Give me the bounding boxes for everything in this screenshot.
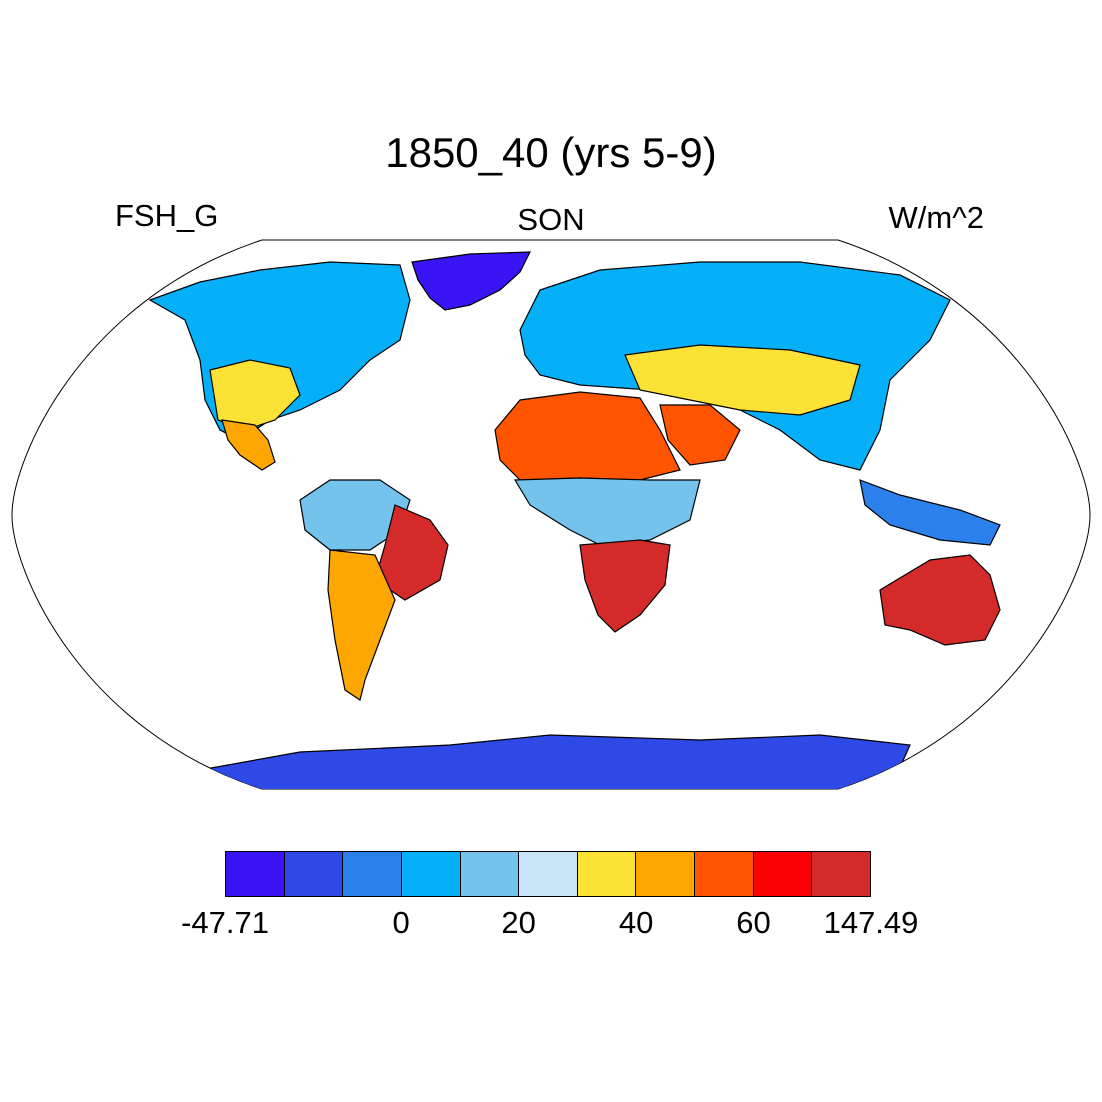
units-label: W/m^2	[888, 200, 984, 235]
variable-label: FSH_G	[115, 198, 219, 233]
colorbar-swatch	[226, 852, 285, 896]
region-mexico	[221, 419, 276, 471]
colorbar-tick-label: 147.49	[823, 905, 919, 940]
region-southern-africa	[579, 539, 671, 633]
season-label: SON	[517, 202, 585, 237]
colorbar	[225, 851, 871, 897]
colorbar-swatch	[284, 852, 344, 896]
colorbar-tick-label: 40	[618, 905, 654, 940]
colorbar-tick-label: -47.71	[181, 905, 269, 940]
colorbar-tick-label: 20	[501, 905, 536, 940]
colorbar-swatch	[636, 852, 696, 896]
region-argentina	[327, 549, 396, 701]
colorbar-swatch	[343, 852, 402, 896]
region-arabia	[659, 404, 741, 466]
colorbar-swatch	[753, 852, 813, 896]
colorbar-swatch	[519, 852, 578, 896]
region-antarctica	[199, 734, 911, 789]
region-greenland	[411, 251, 531, 311]
colorbar-swatch	[695, 852, 754, 896]
region-sahara	[494, 391, 681, 481]
region-central-africa	[513, 477, 701, 546]
map-title: 1850_40 (yrs 5-9)	[385, 129, 717, 176]
colorbar-swatch	[401, 852, 461, 896]
region-central-asia	[624, 344, 861, 416]
colorbar-tick-label: 0	[392, 905, 410, 940]
region-southeast-asia	[859, 479, 1001, 546]
region-australia	[879, 554, 1001, 646]
region-brazil-east	[374, 504, 449, 601]
colorbar-swatch	[577, 852, 637, 896]
colorbar-swatch	[812, 852, 871, 896]
colorbar-swatch	[460, 852, 520, 896]
colorbar-tick-label: 60	[736, 905, 771, 940]
